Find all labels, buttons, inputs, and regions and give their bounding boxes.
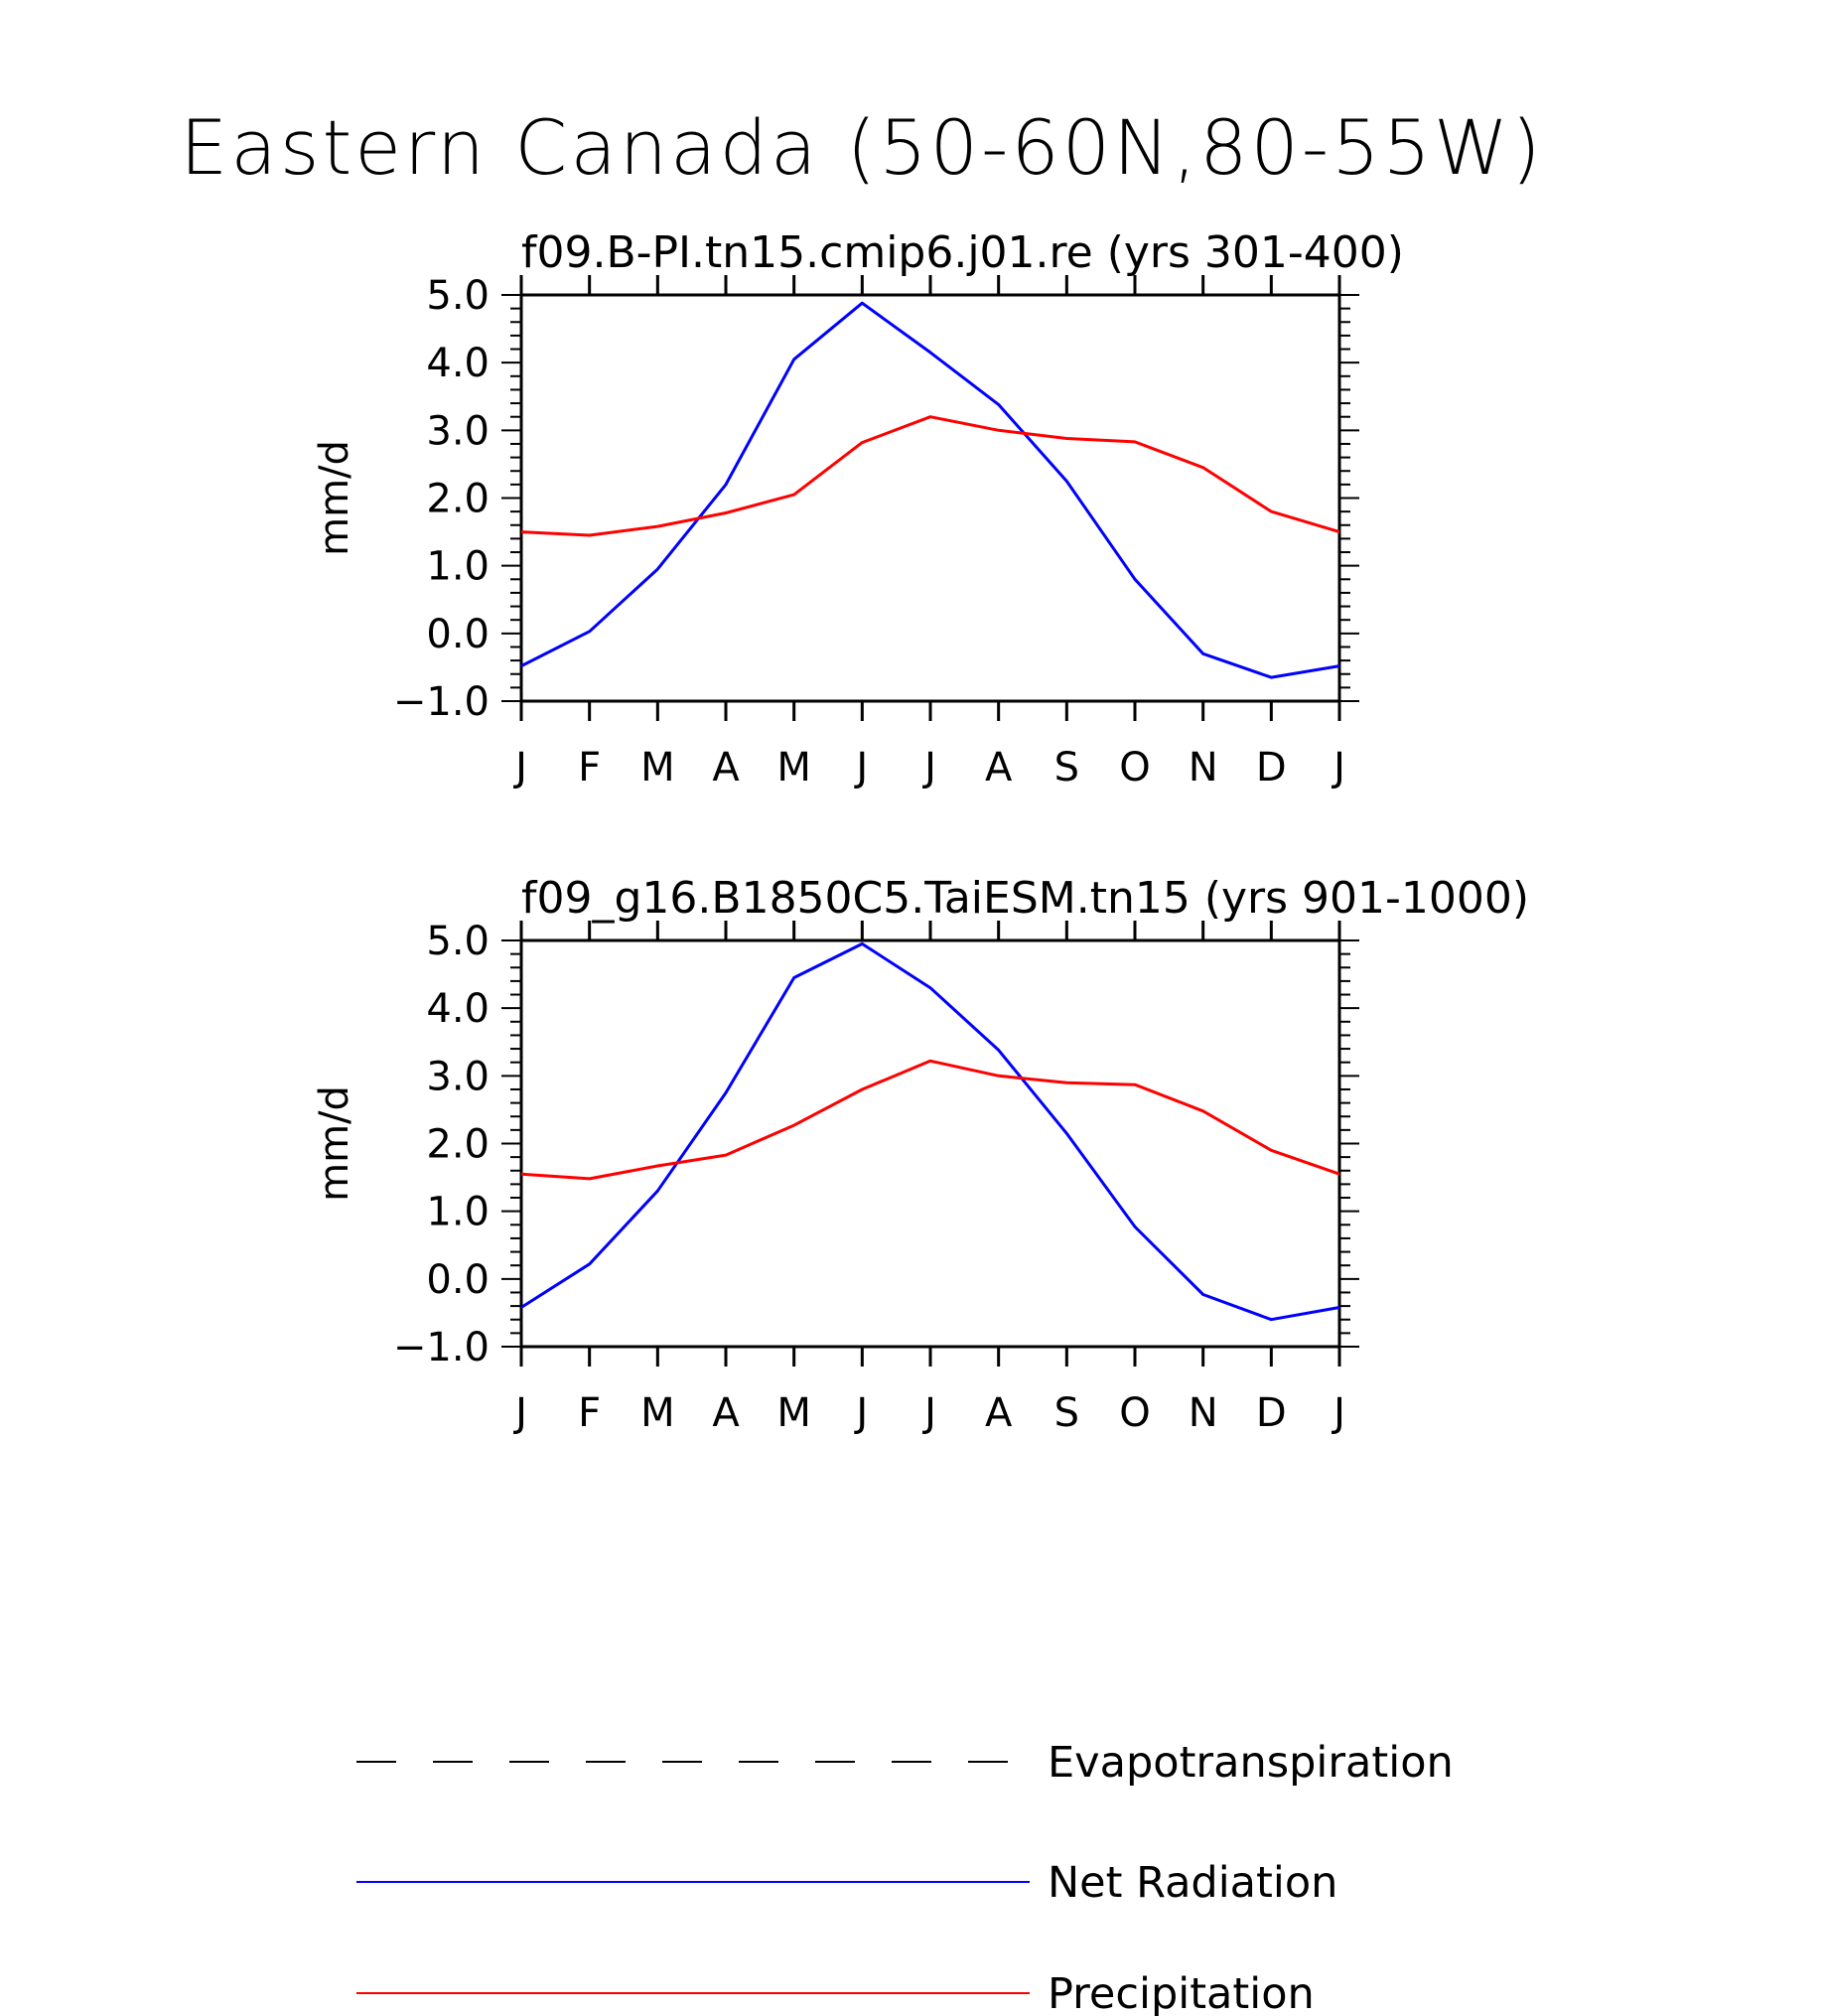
x-tick-label: S <box>1054 1390 1079 1436</box>
x-tick-label: A <box>985 745 1013 791</box>
y-tick-label: 4.0 <box>426 341 490 386</box>
chart-title: f09.B-PI.tn15.cmip6.j01.re (yrs 301-400) <box>521 227 1404 278</box>
x-tick-label: F <box>578 745 601 791</box>
y-tick-label: 4.0 <box>426 986 490 1032</box>
legend-label-evapotranspiration: Evapotranspiration <box>1048 1738 1454 1788</box>
x-tick-label: D <box>1256 1390 1287 1436</box>
x-tick-label: J <box>921 1390 936 1436</box>
x-tick-label: J <box>921 745 936 791</box>
chart-title: f09_g16.B1850C5.TaiESM.tn15 (yrs 901-100… <box>521 873 1529 924</box>
y-tick-label: 0.0 <box>426 612 490 657</box>
x-tick-label: O <box>1119 745 1150 791</box>
x-tick-label: J <box>1331 745 1345 791</box>
x-tick-label: N <box>1189 745 1218 791</box>
main-title: Eastern Canada (50-60N,80-55W) <box>180 103 1543 192</box>
y-tick-label: 2.0 <box>426 1122 490 1168</box>
y-tick-label: 1.0 <box>426 1190 490 1235</box>
x-tick-label: A <box>712 1390 740 1436</box>
x-tick-label: M <box>640 1390 675 1436</box>
x-tick-label: J <box>853 1390 868 1436</box>
legend-label-net-radiation: Net Radiation <box>1048 1858 1337 1908</box>
chart-panel-top: f09.B-PI.tn15.cmip6.j01.re (yrs 301-400)… <box>312 227 1404 791</box>
legend: Evapotranspiration Net Radiation Precipita… <box>356 1738 1454 2016</box>
series-line-net-radiation <box>520 301 1340 679</box>
x-tick-label: O <box>1119 1390 1150 1436</box>
x-tick-label: J <box>1331 1390 1345 1436</box>
y-tick-label: 1.0 <box>426 544 490 590</box>
y-tick-label: −1.0 <box>393 1325 490 1370</box>
x-tick-label: M <box>640 745 675 791</box>
y-tick-label: 2.0 <box>426 477 490 522</box>
y-tick-label: −1.0 <box>393 679 490 725</box>
legend-label-precipitation: Precipitation <box>1048 1969 1315 2016</box>
x-tick-label: N <box>1189 1390 1218 1436</box>
x-tick-label: A <box>712 745 740 791</box>
x-tick-label: S <box>1054 745 1079 791</box>
y-tick-label: 5.0 <box>426 919 490 964</box>
x-tick-label: J <box>512 1390 527 1436</box>
y-tick-label: 3.0 <box>426 408 490 454</box>
x-tick-label: D <box>1256 745 1287 791</box>
x-tick-label: M <box>776 745 811 791</box>
series-line-precipitation <box>520 1059 1340 1181</box>
y-axis-label: mm/d <box>312 1085 357 1202</box>
chart-panel-bottom: f09_g16.B1850C5.TaiESM.tn15 (yrs 901-100… <box>312 873 1529 1436</box>
y-tick-label: 0.0 <box>426 1257 490 1303</box>
y-axis-label: mm/d <box>312 440 357 556</box>
y-tick-label: 3.0 <box>426 1054 490 1099</box>
x-tick-label: F <box>578 1390 601 1436</box>
x-tick-label: J <box>512 745 527 791</box>
x-tick-label: M <box>776 1390 811 1436</box>
x-tick-label: A <box>985 1390 1013 1436</box>
series-line-net-radiation <box>520 941 1340 1322</box>
series-line-precipitation <box>520 415 1340 537</box>
y-tick-label: 5.0 <box>426 273 490 319</box>
x-tick-label: J <box>853 745 868 791</box>
plot-frame <box>519 938 1341 1349</box>
plot-frame <box>519 293 1341 703</box>
